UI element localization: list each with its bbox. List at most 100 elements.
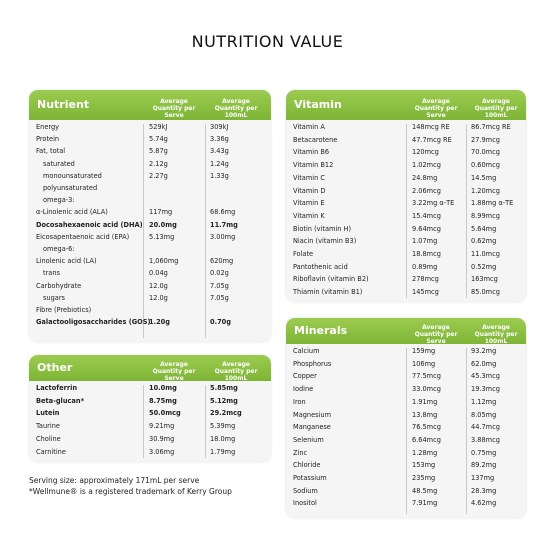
value-serve: 1.02mcg [412, 161, 441, 170]
column-header: Average Quantity per Serve [152, 361, 196, 382]
table-card: Nutrient Average Quantity per Serve Averag… [29, 90, 271, 342]
row-label: Docosahexaenoic acid (DHA) [36, 220, 143, 229]
row-label: saturated [43, 159, 75, 168]
table-card: Other Average Quantity per Serve Average Q… [29, 355, 271, 462]
column-divider [406, 348, 407, 514]
value-serve: 77.5mcg [412, 372, 441, 381]
value-per-100ml: 8.99mcg [471, 211, 500, 220]
value-per-100ml: 1.12mg [471, 397, 497, 406]
value-serve: 20.0mg [149, 220, 177, 229]
value-serve: 1.07mg [412, 237, 438, 246]
value-per-100ml: 3.36g [210, 135, 229, 144]
value-per-100ml: 18.0mg [210, 434, 236, 443]
value-serve: 15.4mcg [412, 211, 441, 220]
value-serve: 153mg [412, 461, 436, 470]
value-per-100ml: 11.7mg [210, 220, 238, 229]
value-serve: 3.06mg [149, 447, 175, 456]
value-per-100ml: 309kJ [210, 123, 229, 131]
value-serve: 33.0mcg [412, 385, 441, 394]
value-per-100ml: 86.7mcg RE [471, 123, 511, 131]
value-per-100ml: 0.52mg [471, 262, 497, 271]
row-label: α-Linolenic acid (ALA) [36, 208, 108, 217]
column-header: Average Quantity per 100mL [474, 98, 518, 119]
row-label: monounsaturated [43, 171, 102, 180]
value-per-100ml: 11.0mcg [471, 250, 500, 258]
value-per-100ml: 45.3mcg [471, 372, 500, 381]
row-label: Vitamin E [293, 199, 325, 208]
value-per-100ml: 27.9mcg [471, 135, 500, 144]
value-serve: 8.75mg [149, 396, 177, 405]
row-label: Linolenic acid (LA) [36, 257, 97, 266]
value-serve: 12.0g [149, 281, 168, 290]
value-serve: 10.0mg [149, 384, 177, 392]
value-per-100ml: 163mcg [471, 275, 498, 284]
value-serve: 13.8mg [412, 410, 438, 419]
column-header: Average Quantity per Serve [414, 98, 458, 119]
value-per-100ml: 68.6mg [210, 208, 236, 217]
value-per-100ml: 44.7mcg [471, 423, 500, 432]
row-label: omega-6: [43, 245, 75, 253]
row-label: Niacin (vitamin B3) [293, 237, 357, 246]
value-serve: 7.91mg [412, 499, 438, 508]
value-per-100ml: 0.60mcg [471, 161, 500, 170]
row-label: Phosphorus [293, 359, 332, 368]
value-serve: 9.64mcg [412, 224, 441, 233]
value-per-100ml: 3.43g [210, 147, 229, 156]
value-serve: 145mcg [412, 288, 439, 297]
value-per-100ml: 62.0mg [471, 359, 497, 368]
value-per-100ml: 14.5mg [471, 173, 497, 182]
value-per-100ml: 7.05g [210, 281, 229, 290]
row-label: Copper [293, 372, 317, 381]
value-serve: 3.22mg α-TE [412, 199, 455, 208]
row-label: Choline [36, 434, 61, 443]
value-per-100ml: 1.88mg α-TE [471, 199, 514, 208]
value-per-100ml: 5.12mg [210, 396, 238, 405]
value-serve: 106mg [412, 359, 436, 368]
value-serve: 47.7mcg RE [412, 135, 452, 144]
column-header: Average Quantity per 100mL [474, 324, 518, 345]
value-per-100ml: 29.2mcg [210, 409, 242, 418]
table-title: Vitamin [294, 98, 342, 111]
value-per-100ml: 137mg [471, 474, 495, 482]
value-serve: 1.28mg [412, 448, 438, 457]
value-per-100ml: 7.05g [210, 293, 229, 302]
value-per-100ml: 1.33g [210, 171, 229, 180]
row-label: Fibre (Prebiotics) [36, 306, 92, 314]
column-divider [143, 385, 144, 458]
table-title: Other [37, 361, 73, 374]
value-serve: 117mg [149, 208, 173, 217]
row-label: Vitamin B6 [293, 148, 330, 157]
value-serve: 2.06mcg [412, 186, 441, 195]
value-per-100ml: 0.02g [210, 269, 229, 278]
row-label: omega-3: [43, 196, 75, 205]
table-card: Vitamin Average Quantity per Serve Average… [286, 90, 526, 302]
value-serve: 2.12g [149, 159, 168, 168]
column-header: Average Quantity per Serve [414, 324, 458, 345]
row-label: polyunsaturated [43, 184, 98, 192]
table-title: Minerals [294, 324, 348, 337]
value-serve: 159mg [412, 347, 436, 355]
column-header: Average Quantity per 100mL [214, 361, 258, 382]
value-serve: 0.04g [149, 269, 168, 278]
value-per-100ml: 3.00mg [210, 232, 236, 241]
value-per-100ml: 620mg [210, 257, 234, 266]
value-serve: 235mg [412, 474, 436, 482]
table-header: Minerals Average Quantity per Serve Averag… [286, 318, 526, 345]
value-per-100ml: 5.39mg [210, 422, 236, 431]
row-label: Galactooligosaccharides (GOS) [36, 318, 151, 327]
row-label: Carbohydrate [36, 281, 82, 290]
value-serve: 5.87g [149, 147, 168, 156]
value-per-100ml: 5.64mg [471, 224, 497, 233]
row-label: Folate [293, 250, 314, 258]
column-header: Average Quantity per 100mL [214, 98, 258, 119]
value-per-100ml: 3.88mcg [471, 435, 500, 444]
value-serve: 9.21mg [149, 422, 175, 431]
value-serve: 12.0g [149, 293, 168, 302]
value-serve: 50.0mcg [149, 409, 181, 418]
table-header: Nutrient Average Quantity per Serve Averag… [29, 90, 271, 120]
value-per-100ml: 1.79mg [210, 447, 236, 456]
value-per-100ml: 1.20mcg [471, 186, 500, 195]
row-label: Thiamin (vitamin B1) [293, 288, 363, 297]
row-label: Beta-glucan* [36, 396, 85, 405]
